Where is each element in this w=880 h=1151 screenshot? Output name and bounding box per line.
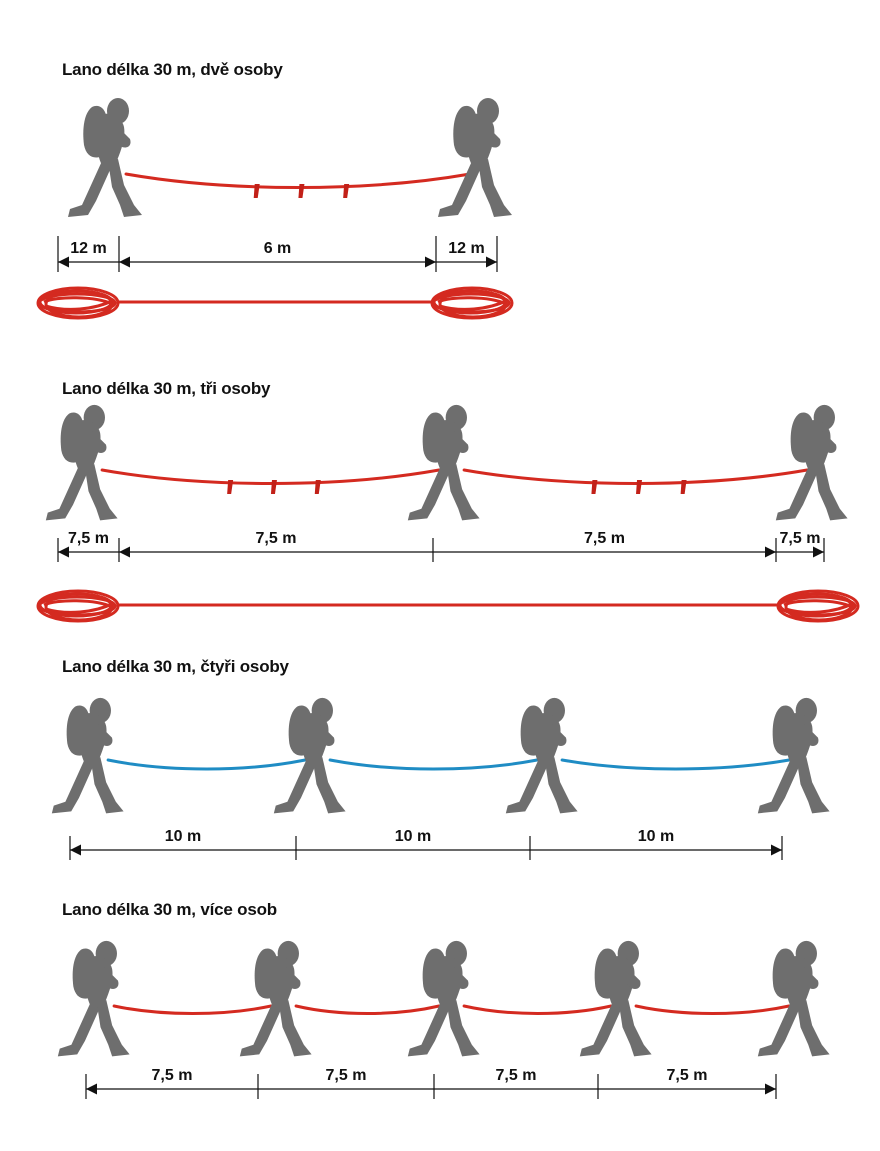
rope-coil-icon-three-2 [776, 589, 860, 623]
section-heading-more-persons: Lano délka 30 m, více osob [62, 900, 277, 919]
climber-silhouette-icon-more-5 [757, 940, 830, 1057]
climber-silhouette-icon-four-2 [273, 697, 346, 814]
climber-silhouette-icon-three-2 [407, 404, 480, 521]
climber-silhouette-icon-four-1 [51, 697, 124, 814]
dimension-label-more-1: 7,5 m [152, 1067, 193, 1084]
section-heading-three-persons: Lano délka 30 m, tři osoby [62, 379, 271, 398]
dimension-label-three-4: 7,5 m [780, 530, 821, 547]
climber-silhouette-icon-more-4 [579, 940, 652, 1057]
rope-segment-more-4 [634, 1004, 791, 1015]
rope-coil-icon-three-1 [36, 589, 120, 623]
prusik-knot-two-1-3 [343, 183, 350, 198]
dimension-label-more-4: 7,5 m [667, 1067, 708, 1084]
dimension-label-three-1: 7,5 m [68, 530, 109, 547]
climber-silhouette-icon-more-2 [239, 940, 312, 1057]
prusik-knot-two-1-2 [298, 183, 305, 198]
rope-segment-three-1 [100, 468, 441, 485]
climber-silhouette-icon-two-1 [68, 98, 142, 217]
prusik-knot-three-1-2 [270, 479, 277, 494]
rope-segment-four-3 [560, 758, 791, 771]
dimension-label-two-1: 12 m [70, 240, 106, 257]
climber-silhouette-icon-more-1 [57, 940, 130, 1057]
rope-segment-two-1 [124, 172, 472, 189]
rope-coil-icon-two-2 [430, 286, 514, 320]
prusik-knot-two-1-1 [253, 183, 260, 198]
rope-segment-three-2 [462, 468, 809, 485]
dimension-label-four-1: 10 m [165, 828, 201, 845]
people-layer [45, 98, 848, 1057]
dimension-label-two-3: 12 m [448, 240, 484, 257]
prusik-knot-three-1-3 [314, 479, 321, 494]
prusik-knot-three-1-1 [227, 479, 234, 494]
dimension-label-two-2: 6 m [264, 240, 292, 257]
prusik-knot-three-2-1 [591, 479, 598, 494]
climber-silhouette-icon-four-4 [757, 697, 830, 814]
coils-layer [36, 286, 860, 623]
rope-segment-four-2 [328, 758, 539, 771]
climber-silhouette-icon-three-3 [775, 404, 848, 521]
rope-segment-more-2 [294, 1004, 441, 1015]
dimension-label-more-2: 7,5 m [326, 1067, 367, 1084]
climber-silhouette-icon-three-1 [45, 404, 118, 521]
dimension-label-three-2: 7,5 m [256, 530, 297, 547]
dimension-label-more-3: 7,5 m [496, 1067, 537, 1084]
section-heading-four-persons: Lano délka 30 m, čtyři osoby [62, 657, 289, 676]
climber-silhouette-icon-four-3 [505, 697, 578, 814]
prusik-knot-three-2-3 [680, 479, 687, 494]
ropes-layer [100, 172, 809, 1015]
rope-segment-four-1 [106, 758, 307, 771]
dimensions-layer: 12 m 6 m 12 m 7,5 m 7,5 m 7,5 m 7,5 m 10 m 10 m 1… [57, 236, 825, 1099]
dimension-label-four-2: 10 m [395, 828, 431, 845]
dimension-label-three-3: 7,5 m [584, 530, 625, 547]
rope-segment-more-3 [462, 1004, 613, 1015]
climber-silhouette-icon-two-2 [438, 98, 512, 217]
climber-silhouette-icon-more-3 [407, 940, 480, 1057]
prusik-knot-three-2-2 [636, 479, 643, 494]
section-heading-two-persons: Lano délka 30 m, dvě osoby [62, 60, 283, 79]
dimension-label-four-3: 10 m [638, 828, 674, 845]
rope-coil-icon-two-1 [36, 286, 120, 320]
rope-segment-more-1 [112, 1004, 273, 1015]
